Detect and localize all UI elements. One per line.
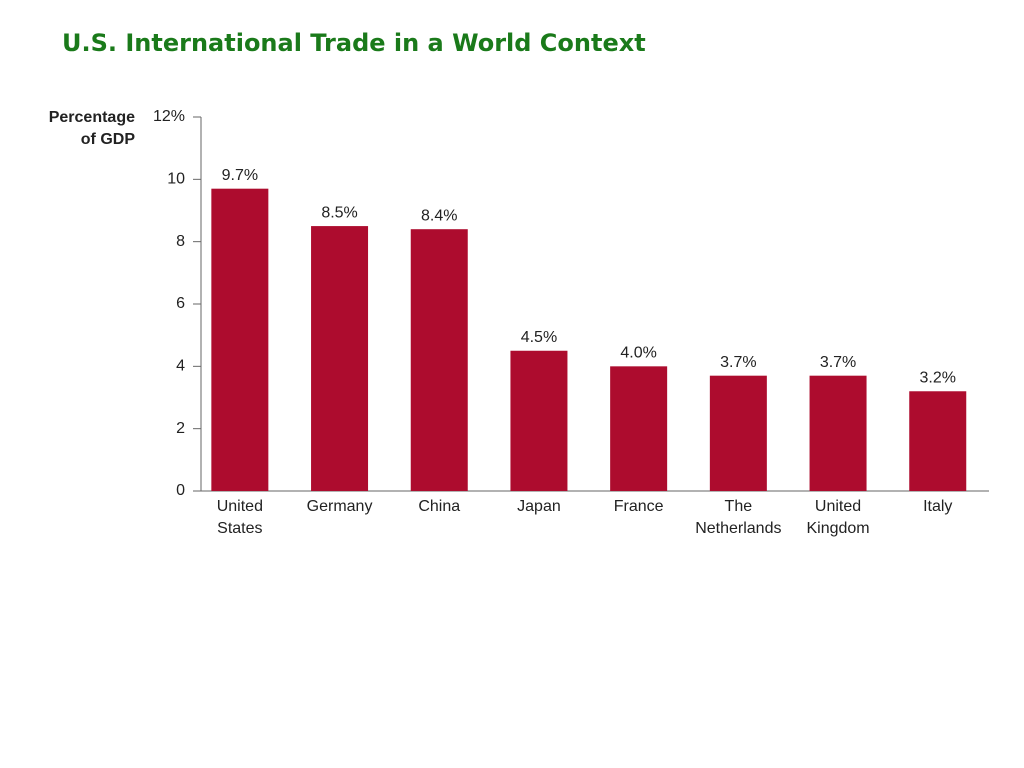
value-label: 3.7%: [720, 354, 756, 371]
y-tick-label: 6: [176, 295, 185, 312]
x-tick-label: France: [613, 498, 664, 515]
value-label: 4.5%: [521, 329, 557, 346]
x-tick-label: The Netherlands: [695, 498, 782, 537]
value-label: 4.0%: [620, 345, 656, 362]
value-label: 3.2%: [920, 369, 956, 386]
x-tick-label: United States: [216, 498, 263, 537]
bar: [610, 366, 668, 491]
y-tick-label: 12%: [153, 108, 185, 125]
bar: [909, 391, 967, 491]
bar: [709, 375, 767, 491]
bar: [410, 229, 468, 491]
y-axis-label: Percentage: [49, 109, 135, 126]
chart-title: U.S. International Trade in a World Cont…: [62, 29, 646, 57]
bar: [311, 226, 369, 492]
y-tick-label: 2: [176, 420, 185, 437]
value-label: 8.5%: [321, 204, 357, 221]
value-label: 8.4%: [421, 207, 457, 224]
value-label: 9.7%: [222, 167, 258, 184]
y-tick-label: 0: [176, 482, 185, 499]
x-tick-label: Japan: [517, 498, 561, 515]
x-tick-label: Italy: [923, 498, 953, 515]
x-tick-label: United Kingdom: [806, 498, 870, 537]
y-tick-label: 4: [176, 358, 185, 375]
x-tick-label: Germany: [306, 498, 373, 515]
bar: [211, 188, 269, 491]
value-label: 3.7%: [820, 354, 856, 371]
bar: [510, 350, 568, 491]
bar: [809, 375, 867, 491]
x-tick-label: China: [418, 498, 461, 515]
y-tick-label: 8: [176, 233, 185, 250]
y-axis-label: of GDP: [81, 131, 136, 148]
y-tick-label: 10: [167, 171, 185, 188]
